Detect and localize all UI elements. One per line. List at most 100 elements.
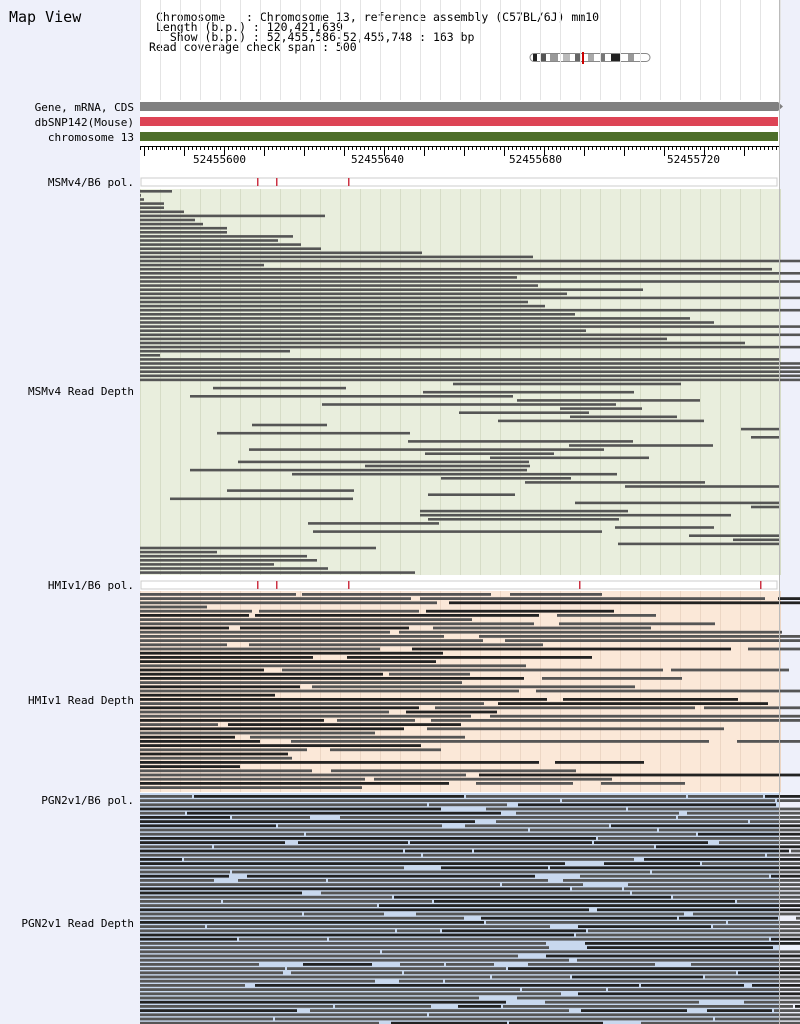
read-segment (140, 740, 260, 743)
hmi-pol-track-snp-marker (760, 581, 762, 589)
read-segment (751, 505, 780, 509)
read-segment (587, 946, 773, 949)
read-segment (479, 635, 800, 638)
read-segment (429, 1013, 800, 1017)
read-segment (335, 1005, 431, 1008)
read-segment (140, 958, 569, 962)
read-segment (476, 782, 573, 785)
read-segment (140, 231, 227, 234)
read-segment (608, 988, 800, 991)
ideogram-band (540, 54, 546, 61)
read-segment (737, 900, 800, 903)
read-segment (291, 971, 402, 975)
read-segment (140, 345, 800, 349)
read-segment (563, 879, 800, 882)
read-segment (446, 963, 494, 966)
read-segment (140, 296, 800, 300)
read-segment (774, 1009, 800, 1012)
read-segment (140, 251, 422, 255)
read-segment (673, 895, 800, 899)
read-segment (140, 971, 283, 975)
read-segment (560, 407, 642, 410)
read-segment (140, 866, 404, 870)
read-segment (140, 820, 475, 823)
read-segment (140, 832, 304, 836)
read-segment (752, 984, 800, 987)
read-segment (796, 916, 800, 920)
read-segment (795, 1005, 800, 1008)
read-segment (572, 975, 703, 979)
read-segment (140, 879, 214, 882)
read-segment (140, 263, 264, 267)
read-segment (140, 190, 172, 193)
read-segment (255, 984, 639, 987)
read-segment (479, 773, 800, 777)
read-segment (140, 639, 483, 642)
read-segment (140, 963, 259, 966)
read-segment (140, 841, 285, 844)
read-segment (530, 828, 657, 832)
read-segment (298, 841, 408, 844)
read-segment (420, 513, 731, 517)
read-segment (140, 996, 479, 1000)
label-dbsnp: dbSNP142(Mouse) (34, 116, 134, 129)
read-segment (140, 292, 567, 296)
read-segment (502, 883, 583, 886)
read-segment (140, 777, 365, 781)
read-segment (140, 622, 534, 626)
read-segment (628, 807, 800, 811)
read-segment (542, 677, 682, 680)
read-segment (585, 942, 800, 945)
ideogram-band (628, 54, 634, 61)
read-segment (140, 912, 302, 916)
read-segment (420, 509, 628, 513)
hmi-pol-track-snp-marker (276, 581, 278, 589)
read-segment (449, 601, 800, 605)
read-segment (365, 464, 530, 468)
read-segment (423, 390, 634, 394)
read-segment (140, 272, 800, 275)
read-segment (715, 1017, 800, 1021)
read-segment (433, 626, 651, 630)
read-segment (140, 685, 300, 689)
read-segment (140, 378, 800, 382)
read-segment (751, 436, 780, 439)
read-segment (140, 267, 772, 271)
read-segment (140, 824, 276, 828)
label-chrom: chromosome 13 (47, 131, 134, 144)
read-segment (458, 1005, 501, 1008)
read-segment (741, 427, 780, 431)
read-segment (601, 782, 685, 785)
read-segment (140, 259, 800, 263)
read-segment (486, 921, 726, 924)
read-segment (431, 719, 800, 722)
read-segment (249, 448, 604, 451)
page-title: Map View (9, 8, 82, 26)
read-segment (575, 501, 780, 505)
info-coverage: Read coverage check span : 500 (149, 40, 357, 54)
read-segment (140, 921, 484, 924)
read-segment (510, 593, 602, 596)
read-segment (404, 971, 736, 975)
read-segment (140, 735, 235, 739)
read-segment (140, 243, 301, 246)
read-segment (184, 858, 634, 861)
read-segment (238, 879, 326, 882)
read-segment (140, 925, 205, 928)
read-segment (140, 614, 249, 617)
label-gene: Gene, mRNA, CDS (34, 101, 134, 114)
read-segment (140, 210, 184, 214)
read-segment (140, 546, 376, 550)
label-hmi-depth: HMIv1 Read Depth (28, 694, 134, 707)
read-segment (214, 845, 654, 849)
read-segment (250, 735, 465, 739)
read-segment (321, 891, 630, 895)
read-segment (140, 677, 524, 680)
read-segment (140, 900, 221, 903)
read-segment (140, 358, 780, 361)
read-segment (581, 1009, 687, 1012)
read-segment (140, 967, 285, 970)
read-segment (562, 799, 775, 802)
read-segment (140, 828, 528, 832)
